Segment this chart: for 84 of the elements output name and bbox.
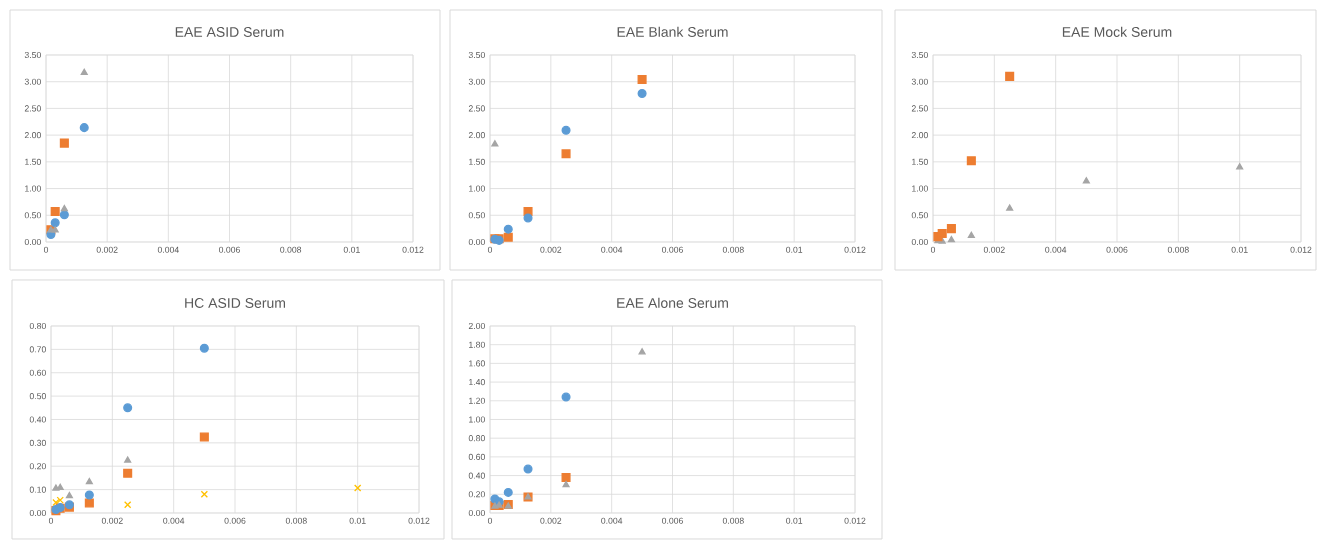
x-tick-label: 0.01 [349,517,366,524]
x-tick-label: 0.002 [101,517,123,524]
y-tick-label: 3.50 [24,51,41,59]
x-tick-label: 0.006 [224,517,246,524]
y-tick-label: 0.30 [29,439,46,446]
x-tick-label: 0 [43,246,49,253]
x-tick-label: 0.012 [408,517,430,524]
y-tick-label: 1.50 [469,158,485,165]
x-tick-label: 0 [48,517,54,524]
x-tick-label: 0.008 [722,517,744,524]
y-tick-label: 2.00 [468,132,485,139]
y-tick-label: 2.50 [911,105,928,112]
y-tick-label: 1.50 [912,158,928,165]
chart-title: EAE Alone Serum [617,297,728,308]
y-tick-label: 3.50 [911,51,928,59]
y-tick-label: 0.20 [468,491,485,498]
x-tick-label: 0 [930,246,936,253]
x-tick-label: 0 [487,246,493,253]
x-tick-label: 0.006 [662,246,683,253]
x-tick-label: 0.006 [662,517,683,524]
y-tick-label: 1.50 [25,158,41,165]
y-tick-label: 0.40 [29,416,46,423]
chart-title: EAE Blank Serum [617,26,728,37]
x-tick-label: 0.008 [285,517,307,524]
x-tick-label: 0.006 [1106,246,1128,253]
x-tick-label: 0.01 [1231,246,1248,253]
y-tick-label: 0.20 [29,463,46,470]
y-tick-label: 0.40 [468,472,485,479]
x-tick-label: 0.004 [1045,246,1067,253]
chart-title: EAE Mock Serum [1062,26,1172,37]
y-tick-label: 0.00 [468,238,485,246]
x-tick-label: 0.012 [844,246,866,253]
x-tick-label: 0.002 [983,246,1005,253]
y-tick-label: 0.50 [468,212,485,219]
y-tick-label: 0.50 [24,212,41,219]
chart-title: HC ASID Serum [185,298,286,308]
x-tick-label: 0.002 [540,517,562,524]
y-tick-label: 2.00 [24,132,41,139]
y-tick-label: 0.10 [29,486,46,493]
y-tick-label: 3.50 [468,51,485,59]
x-tick-label: 0.002 [540,246,562,253]
y-tick-label: 1.00 [469,185,485,192]
y-tick-label: 0.60 [468,453,485,460]
x-tick-label: 0.008 [280,246,302,253]
x-tick-label: 0.004 [601,246,623,253]
y-tick-label: 0.60 [29,369,46,376]
x-tick-label: 0.006 [219,246,240,253]
y-tick-label: 3.00 [468,78,485,85]
y-tick-label: 0.70 [29,346,46,353]
y-tick-label: 0.50 [911,212,928,219]
y-tick-label: 0.80 [29,322,46,330]
y-tick-label: 1.00 [469,416,485,423]
x-tick-label: 0.012 [402,246,424,253]
y-tick-label: 1.00 [25,185,41,192]
x-tick-label: 0.01 [786,246,803,253]
y-tick-label: 0.00 [24,238,41,246]
x-tick-label: 0.004 [157,246,179,253]
x-tick-label: 0.01 [343,246,360,253]
y-tick-label: 0.80 [468,435,485,442]
y-tick-label: 0.00 [29,509,46,517]
y-tick-label: 0.00 [468,509,485,517]
y-tick-label: 2.50 [468,105,485,112]
x-tick-label: 0 [487,517,493,524]
y-tick-label: 1.20 [469,397,485,404]
x-tick-label: 0.012 [1290,246,1312,253]
x-tick-label: 0.012 [844,517,866,524]
y-tick-label: 1.40 [469,379,485,386]
x-tick-label: 0.004 [601,517,623,524]
x-tick-label: 0.008 [1167,246,1189,253]
y-tick-label: 2.00 [911,132,928,139]
chart-title: EAE ASID Serum [175,27,284,37]
y-tick-label: 0.50 [29,393,46,400]
y-tick-label: 1.80 [469,341,485,348]
y-tick-label: 1.00 [912,185,928,192]
y-tick-label: 0.00 [911,238,928,246]
x-tick-label: 0.01 [786,517,803,524]
y-tick-label: 2.50 [24,105,41,112]
y-tick-label: 2.00 [468,322,485,330]
y-tick-label: 3.00 [911,78,928,85]
x-tick-label: 0.002 [96,246,118,253]
y-tick-label: 1.60 [469,360,485,367]
x-tick-label: 0.008 [722,246,744,253]
y-tick-label: 3.00 [24,78,41,85]
x-tick-label: 0.004 [163,517,185,524]
